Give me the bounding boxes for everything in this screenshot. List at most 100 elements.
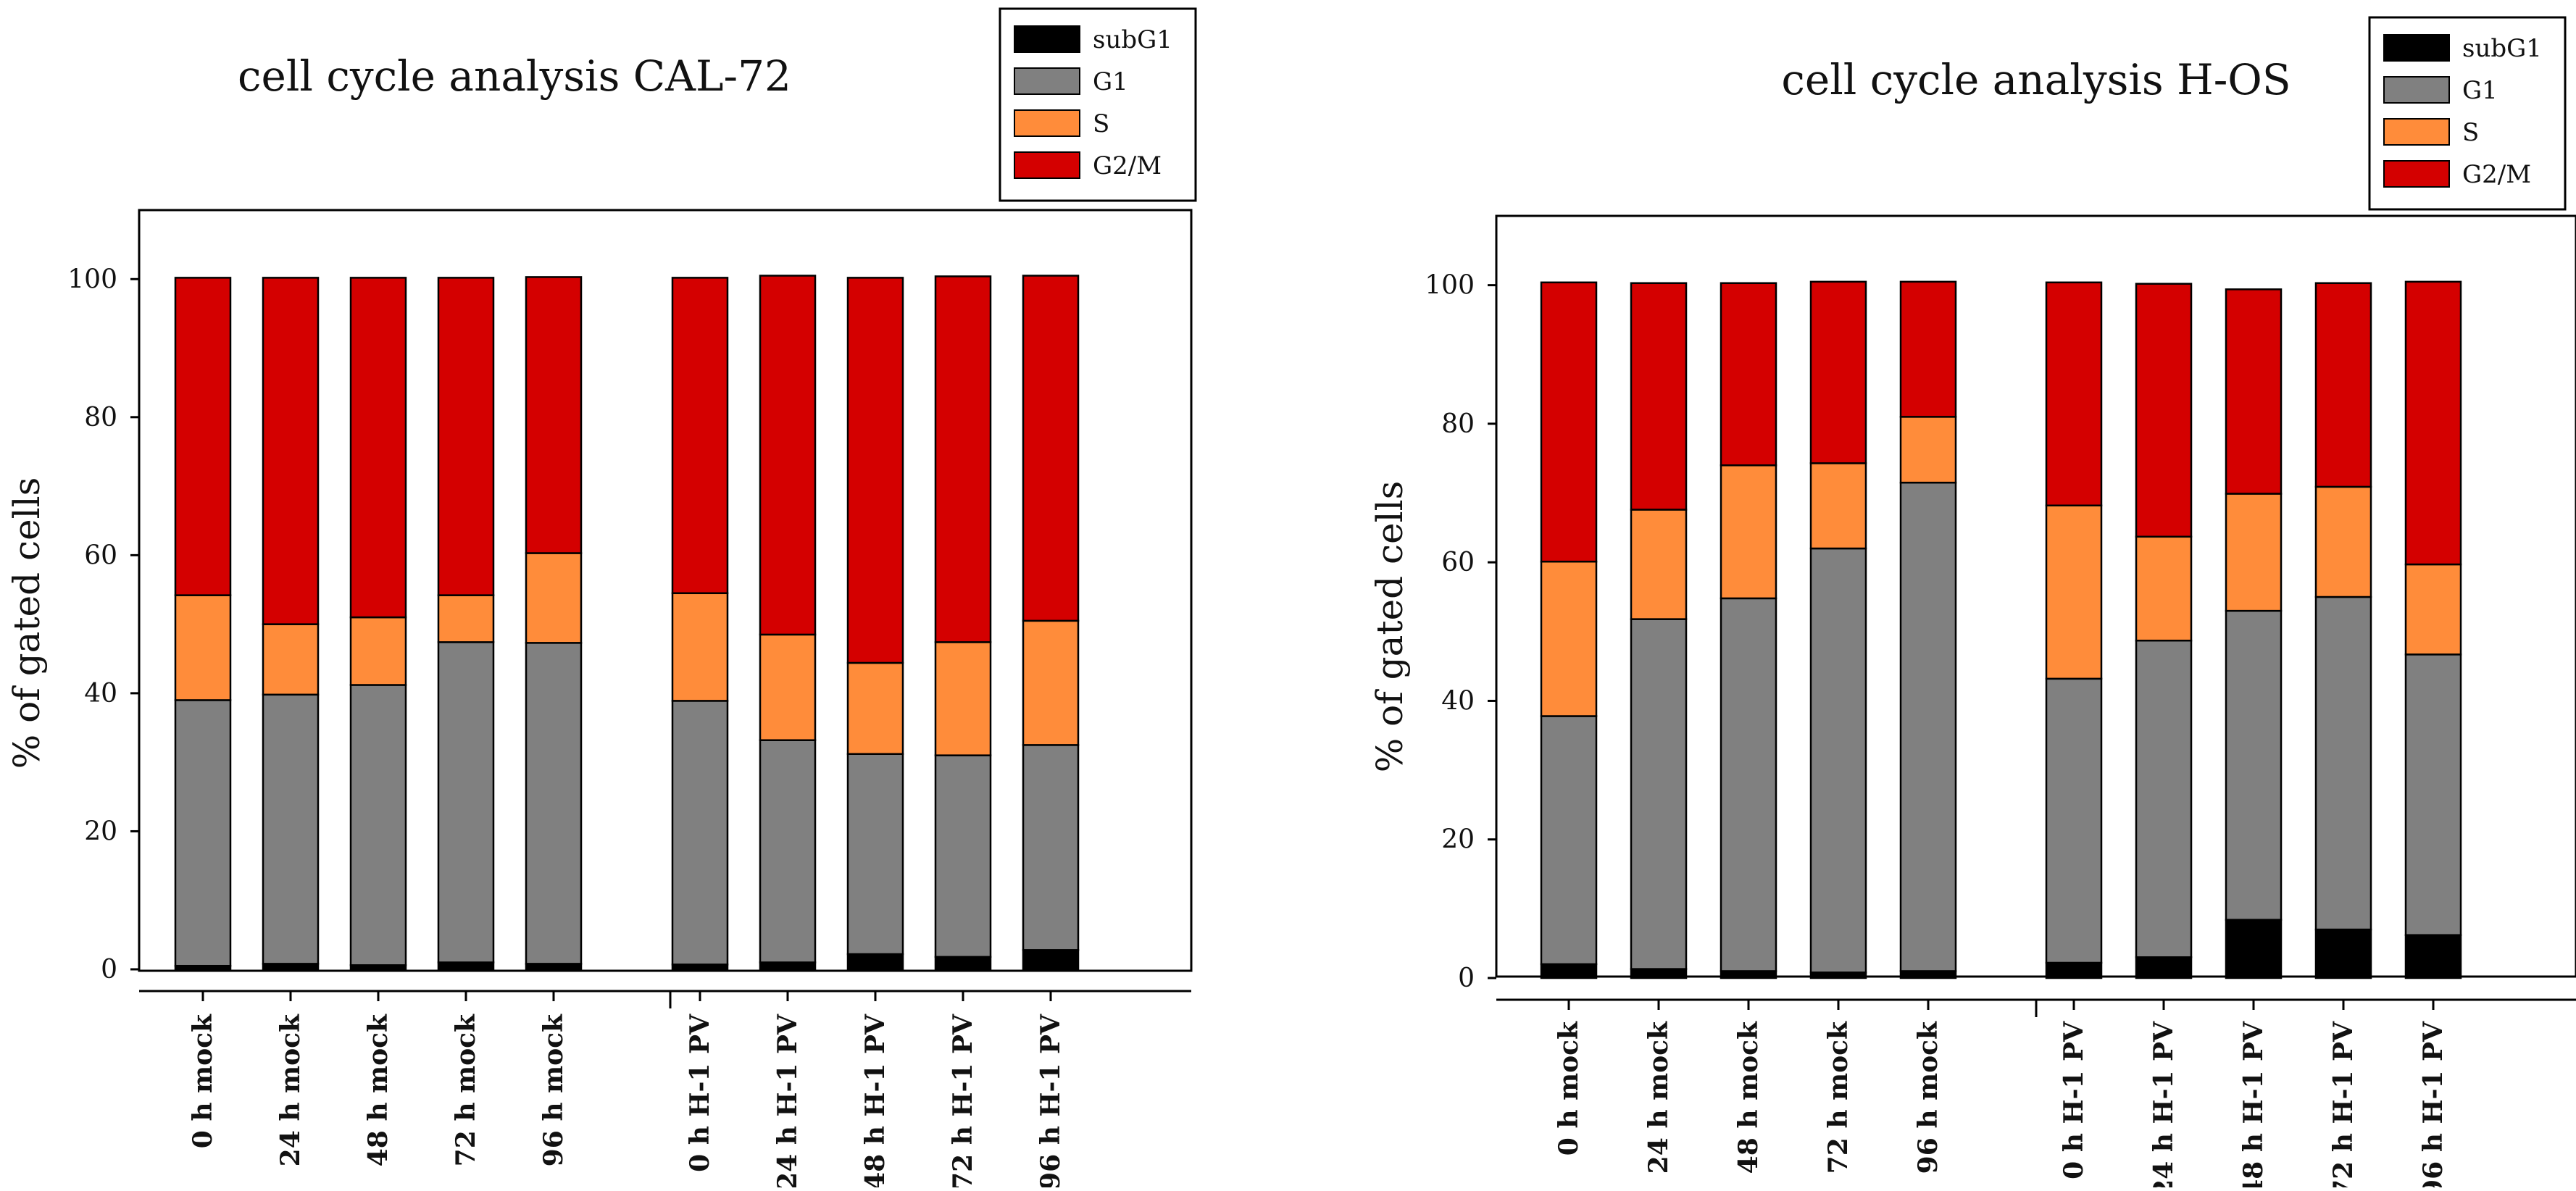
- bar-s: [1720, 464, 1777, 600]
- bar-g2m: [1630, 282, 1688, 511]
- bar-g2m: [2045, 281, 2103, 507]
- y-tick-label: 0: [1458, 964, 1475, 993]
- x-category-label: 0 h H-1 PV: [685, 1014, 715, 1172]
- x-category-label: 48 h mock: [1733, 1021, 1764, 1174]
- bar-s: [846, 661, 904, 755]
- x-category-label: 96 h mock: [538, 1014, 569, 1166]
- bar-g2m: [1540, 281, 1598, 563]
- legend-swatch: [2383, 118, 2450, 146]
- bar-g2m: [1022, 275, 1080, 622]
- bar-s: [1540, 560, 1598, 717]
- bar-s: [525, 552, 583, 644]
- bar-subg1: [1630, 968, 1688, 979]
- legend-label: G2/M: [1093, 151, 1162, 180]
- y-tick-label: 80: [1441, 409, 1475, 439]
- bar-subg1: [934, 956, 992, 971]
- bar-subg1: [846, 953, 904, 971]
- legend-swatch: [2383, 76, 2450, 104]
- legend-swatch: [1014, 151, 1080, 179]
- x-category-label: 48 h H-1 PV: [860, 1014, 891, 1187]
- y-axis-label: % of gated cells: [1369, 481, 1411, 773]
- chart-title: cell cycle analysis H-OS: [1781, 55, 2291, 104]
- bar-s: [671, 592, 729, 702]
- x-category-label: 48 h H-1 PV: [2238, 1021, 2269, 1187]
- legend-label: subG1: [1093, 25, 1172, 54]
- y-tick-label: 0: [101, 955, 117, 985]
- bar-g2m: [525, 276, 583, 554]
- bar-subg1: [759, 961, 817, 971]
- bar-g1: [1540, 715, 1598, 966]
- bar-g1: [174, 699, 232, 967]
- x-category-label: 96 h mock: [1913, 1021, 1943, 1174]
- bar-s: [934, 641, 992, 756]
- bar-g2m: [934, 275, 992, 643]
- chart-cal-72: cell cycle analysis CAL-72 % of gated ce…: [6, 7, 1197, 1190]
- plot-frame: [138, 209, 1193, 972]
- y-tick-label: 100: [67, 264, 117, 294]
- bar-s: [2045, 504, 2103, 680]
- legend: subG1 G1 S G2/M: [2368, 16, 2567, 211]
- x-category-label: 24 h H-1 PV: [772, 1014, 803, 1187]
- legend-label: G1: [1093, 67, 1128, 96]
- bar-g1: [437, 641, 495, 964]
- bar-g2m: [759, 275, 817, 636]
- legend: subG1 G1 S G2/M: [999, 7, 1197, 202]
- x-category-label: 0 h mock: [1554, 1021, 1584, 1156]
- bar-g2m: [2225, 288, 2283, 495]
- x-category-label: 24 h mock: [1643, 1021, 1674, 1174]
- bar-subg1: [2225, 919, 2283, 979]
- plot-frame: [1495, 214, 2576, 978]
- bar-g1: [671, 700, 729, 966]
- x-category-label: 96 h H-1 PV: [2418, 1021, 2448, 1187]
- bar-subg1: [437, 961, 495, 971]
- chart-h-os: cell cycle analysis H-OS % of gated cell…: [1369, 16, 2576, 1191]
- bar-g2m: [2135, 283, 2193, 538]
- y-tick-label: 40: [84, 679, 117, 709]
- bar-g1: [262, 693, 320, 965]
- bar-s: [1022, 619, 1080, 746]
- bar-g2m: [1899, 280, 1957, 418]
- legend-swatch: [1014, 109, 1080, 137]
- bar-s: [1630, 509, 1688, 620]
- bar-s: [2225, 493, 2283, 612]
- bar-s: [262, 623, 320, 696]
- x-category-label: 24 h H-1 PV: [2148, 1021, 2179, 1187]
- x-category-label: 72 h mock: [1823, 1021, 1854, 1174]
- bar-g2m: [437, 277, 495, 596]
- x-category-label: 0 h mock: [188, 1014, 218, 1148]
- bar-s: [2135, 535, 2193, 642]
- bar-s: [759, 633, 817, 741]
- bar-subg1: [1022, 949, 1080, 971]
- bar-g1: [2404, 653, 2462, 936]
- x-category-label: 72 h mock: [451, 1014, 481, 1166]
- legend-label: S: [2462, 118, 2479, 147]
- bar-g1: [759, 739, 817, 964]
- bar-subg1: [2135, 956, 2193, 979]
- bar-g1: [1899, 481, 1957, 972]
- legend-swatch: [2383, 34, 2450, 62]
- y-tick-label: 80: [84, 403, 117, 432]
- bar-g1: [525, 642, 583, 965]
- bar-g1: [934, 754, 992, 958]
- bar-s: [1899, 416, 1957, 484]
- bar-g1: [846, 753, 904, 956]
- bar-g2m: [1720, 282, 1777, 467]
- x-category-label: 48 h mock: [363, 1014, 393, 1166]
- bar-g2m: [262, 277, 320, 625]
- legend-swatch: [2383, 160, 2450, 188]
- bar-subg1: [2404, 934, 2462, 979]
- bar-g1: [2314, 596, 2372, 931]
- y-tick-label: 20: [84, 816, 117, 846]
- y-tick-label: 40: [1441, 686, 1475, 716]
- bar-g2m: [2404, 280, 2462, 566]
- x-category-label: 72 h H-1 PV: [948, 1014, 978, 1187]
- legend-label: S: [1093, 109, 1109, 138]
- bar-s: [437, 594, 495, 643]
- bar-s: [1809, 462, 1867, 550]
- y-tick-label: 60: [84, 540, 117, 570]
- bar-subg1: [1899, 970, 1957, 979]
- y-tick-label: 100: [1425, 271, 1475, 301]
- bar-subg1: [2045, 961, 2103, 979]
- bar-s: [349, 616, 407, 686]
